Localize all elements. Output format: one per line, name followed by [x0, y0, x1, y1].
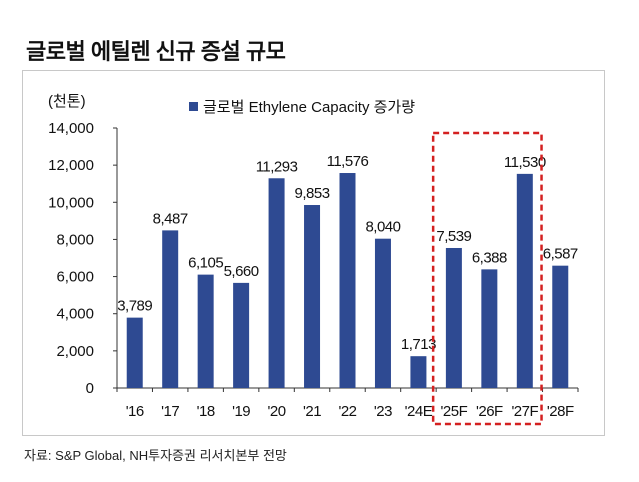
bar — [268, 178, 285, 388]
bar — [126, 317, 143, 388]
source-note: 자료: S&P Global, NH투자증권 리서치본부 전망 — [24, 448, 287, 463]
y-tick-label: 6,000 — [56, 269, 94, 286]
y-tick-label: 0 — [86, 380, 94, 397]
data-label: 1,713 — [401, 336, 436, 353]
y-tick-label: 12,000 — [48, 157, 94, 174]
x-tick-label: '17 — [161, 403, 179, 420]
x-tick-label: '28F — [547, 403, 574, 420]
bar — [445, 247, 462, 388]
y-tick-label: 2,000 — [56, 343, 94, 360]
legend-label: 글로벌 Ethylene Capacity 증가량 — [203, 99, 415, 116]
data-label: 8,040 — [365, 219, 400, 236]
x-tick-label: '22 — [338, 403, 356, 420]
data-label: 6,388 — [472, 249, 507, 266]
data-label: 7,539 — [436, 228, 471, 245]
legend-swatch — [189, 102, 198, 111]
y-tick-label: 14,000 — [48, 120, 94, 137]
page-title: 글로벌 에틸렌 신규 증설 규모 — [26, 39, 286, 64]
bar — [410, 356, 427, 388]
x-tick-label: '18 — [197, 403, 215, 420]
x-tick-label: '25F — [441, 403, 468, 420]
data-label: 3,789 — [117, 298, 152, 315]
bar — [374, 238, 391, 388]
bar — [304, 205, 321, 388]
x-tick-label: '26F — [476, 403, 503, 420]
forecast-highlight-box — [431, 131, 543, 426]
data-label: 11,576 — [327, 153, 369, 170]
data-label: 9,853 — [295, 185, 330, 202]
y-tick-label: 10,000 — [48, 194, 94, 211]
bar — [552, 265, 569, 388]
x-tick-label: '16 — [126, 403, 144, 420]
bar — [197, 274, 214, 388]
bar — [481, 269, 498, 388]
data-label: 6,105 — [188, 255, 223, 272]
x-tick-label: '27F — [511, 403, 538, 420]
x-tick-label: '21 — [303, 403, 321, 420]
x-tick-label: '23 — [374, 403, 392, 420]
bar — [516, 173, 533, 388]
y-unit-label: (천톤) — [48, 93, 86, 110]
y-tick-label: 4,000 — [56, 306, 94, 323]
bar — [233, 282, 250, 388]
data-label: 11,530 — [504, 154, 546, 171]
chart-frame — [22, 70, 605, 436]
y-tick-label: 8,000 — [56, 231, 94, 248]
bar — [339, 173, 356, 388]
data-label: 11,293 — [256, 158, 298, 175]
x-tick-label: '24E — [405, 403, 433, 420]
x-tick-label: '20 — [268, 403, 286, 420]
bar — [162, 230, 179, 388]
data-label: 6,587 — [543, 246, 578, 263]
data-label: 8,487 — [153, 210, 188, 227]
x-tick-label: '19 — [232, 403, 250, 420]
data-label: 5,660 — [224, 263, 259, 280]
